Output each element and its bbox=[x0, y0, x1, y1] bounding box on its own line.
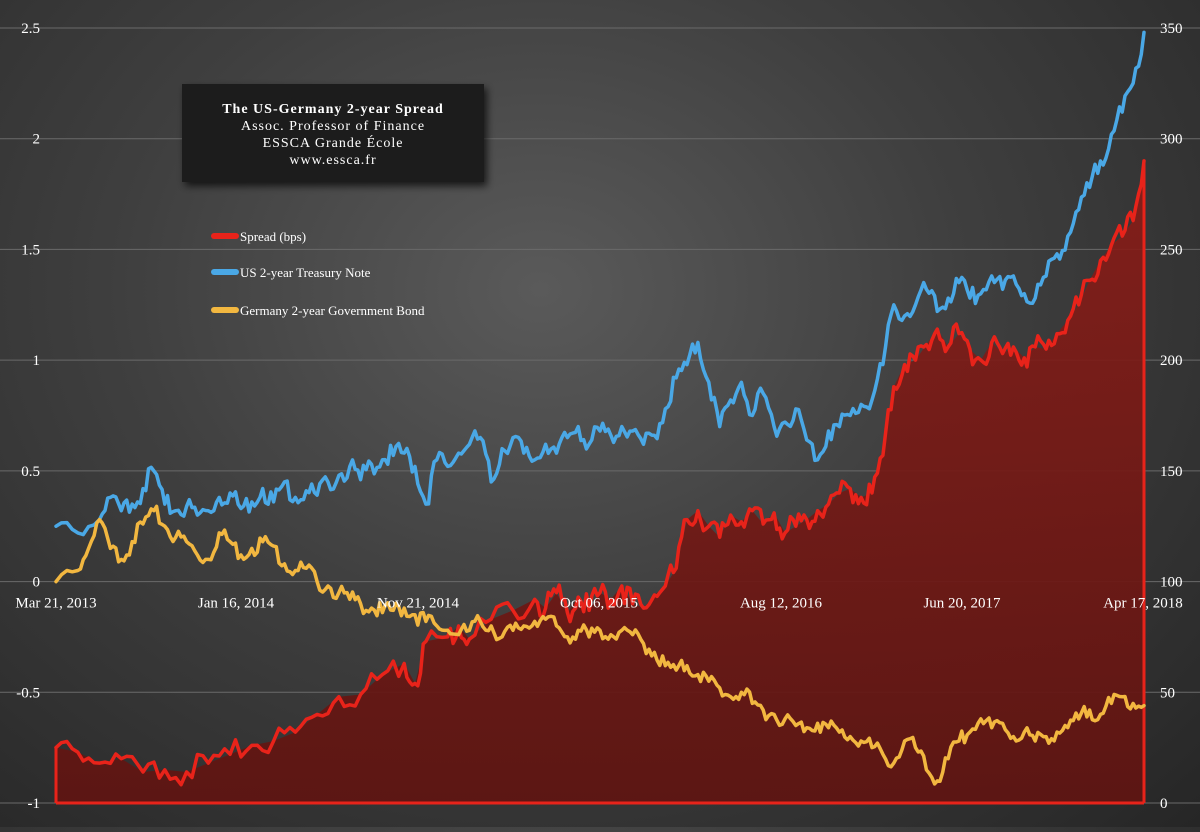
series-lines bbox=[54, 30, 1146, 787]
x-tick-label: Jan 16, 2014 bbox=[198, 596, 275, 612]
left-tick-label: -1 bbox=[28, 796, 41, 812]
right-tick-label: 350 bbox=[1160, 21, 1183, 37]
x-tick-label: Aug 12, 2016 bbox=[740, 596, 823, 612]
title-box: The US-Germany 2-year Spread Assoc. Prof… bbox=[182, 84, 484, 182]
x-tick-label: Apr 17, 2018 bbox=[1103, 596, 1183, 612]
subtitle-line-1: Assoc. Professor of Finance bbox=[241, 119, 425, 134]
spread-area-fill bbox=[56, 160, 1144, 803]
left-tick-label: 2.5 bbox=[21, 21, 40, 37]
spread-area bbox=[54, 160, 1146, 805]
subtitle-line-2: ESSCA Grande École bbox=[263, 134, 404, 151]
us-2y-line bbox=[54, 30, 1146, 537]
left-axis: -1 -0.5 0 0.5 1 1.5 2 2.5 bbox=[16, 21, 40, 812]
left-tick-label: -0.5 bbox=[16, 685, 40, 701]
germany-2y-line bbox=[54, 504, 1146, 786]
spread-line bbox=[54, 159, 1146, 787]
right-tick-label: 200 bbox=[1160, 353, 1183, 369]
left-tick-label: 0 bbox=[33, 575, 41, 591]
x-axis: Mar 21, 2013 Jan 16, 2014 Nov 21, 2014 Oct … bbox=[15, 596, 1182, 612]
legend-label-germany: Germany 2-year Government Bond bbox=[240, 303, 425, 318]
x-tick-label: Jun 20, 2017 bbox=[923, 596, 1001, 612]
legend: Spread (bps) US 2-year Treasury Note Ger… bbox=[211, 229, 425, 318]
left-tick-label: 0.5 bbox=[21, 464, 40, 480]
x-tick-label: Nov 21, 2014 bbox=[377, 596, 460, 612]
legend-label-us: US 2-year Treasury Note bbox=[240, 265, 371, 280]
subtitle-line-3: www.essca.fr bbox=[289, 153, 376, 168]
left-tick-label: 1.5 bbox=[21, 242, 40, 258]
right-tick-label: 250 bbox=[1160, 242, 1183, 258]
legend-label-spread: Spread (bps) bbox=[240, 229, 306, 244]
x-tick-label: Oct 06, 2015 bbox=[560, 596, 638, 612]
x-tick-label: Mar 21, 2013 bbox=[15, 596, 96, 612]
right-tick-label: 150 bbox=[1160, 464, 1183, 480]
title-box-background bbox=[182, 84, 484, 182]
right-axis: 0 50 100 150 200 250 300 350 bbox=[1160, 21, 1183, 812]
right-tick-label: 300 bbox=[1160, 132, 1183, 148]
left-tick-label: 2 bbox=[33, 132, 41, 148]
right-tick-label: 0 bbox=[1160, 796, 1168, 812]
chart-title: The US-Germany 2-year Spread bbox=[222, 102, 444, 117]
right-tick-label: 50 bbox=[1160, 685, 1175, 701]
right-tick-label: 100 bbox=[1160, 575, 1183, 591]
left-tick-label: 1 bbox=[33, 353, 41, 369]
